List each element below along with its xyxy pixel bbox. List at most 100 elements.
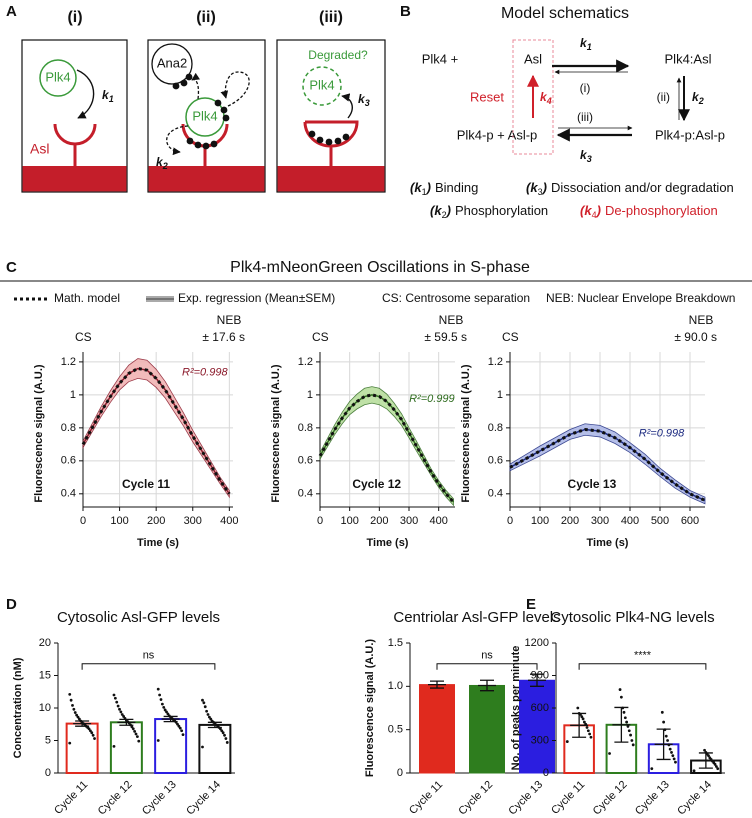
arrow [341, 93, 353, 119]
error-bar [612, 706, 631, 743]
rate-label: k3 [580, 148, 592, 164]
k: k [580, 148, 588, 162]
paren: ) [595, 203, 601, 218]
rate-sub: 1 [109, 94, 114, 104]
model-line [318, 393, 455, 504]
reset-box [512, 39, 554, 155]
panel-label: E [526, 596, 536, 613]
data-point [660, 710, 664, 714]
x-tick-label: Cycle 14 [184, 779, 223, 818]
data-point [133, 730, 137, 733]
data-point [224, 737, 228, 740]
x-tick-label: 100 [340, 515, 358, 527]
data-point [162, 705, 166, 709]
box [21, 39, 128, 193]
data-point [206, 713, 210, 716]
x-tick-label: 200 [147, 515, 165, 527]
y-tick-label: 0.4 [488, 488, 503, 500]
x-tick-label: 0 [80, 515, 86, 527]
data-point [75, 713, 79, 717]
data-point [73, 711, 77, 714]
data-point [160, 702, 164, 706]
paren: ( [410, 180, 416, 195]
y-tick-label: 1.0 [388, 680, 403, 692]
y-tick-label: 1 [497, 389, 503, 401]
data-point [203, 705, 207, 709]
data-point [156, 687, 160, 691]
step-label: (iii) [319, 9, 343, 26]
data-point [71, 704, 74, 707]
y-tick-label: 1.2 [61, 356, 76, 368]
x-tick-label: 200 [561, 515, 579, 527]
x-tick-label: Cycle 13 [140, 779, 179, 818]
data-point [671, 754, 675, 758]
data-point [177, 724, 181, 728]
data-point [626, 725, 630, 728]
x-tick-label: Cycle 11 [549, 779, 587, 817]
x-tick-label: 300 [591, 515, 609, 527]
chart-title: Centriolar Asl-GFP levels [393, 609, 560, 626]
plk4 [39, 59, 77, 97]
r2-annotation: R²=0.998 [639, 427, 685, 439]
y-tick-label: 0 [543, 767, 549, 779]
neb-label: NEB [689, 313, 714, 327]
panel-c-header: C Plk4-mNeonGreen Oscillations in S-phas… [0, 259, 752, 305]
significance-bracket [436, 663, 538, 670]
x-tick-label: 600 [681, 515, 699, 527]
significance-label: **** [634, 650, 652, 662]
legend-text: Binding [435, 180, 478, 195]
legend-entry: (k4) De-phosphorylation [580, 203, 718, 220]
box [276, 39, 386, 193]
data-point [118, 707, 121, 711]
data-point [68, 741, 72, 745]
bar [154, 718, 188, 774]
y-tick-label: 0.6 [61, 455, 76, 467]
y-tick-label: 900 [531, 669, 549, 681]
ana2-label: Ana2 [157, 55, 187, 70]
x-tick-label: 400 [430, 515, 448, 527]
y-tick-label: 15 [39, 669, 51, 681]
y-axis-label: Fluorescence signal (A.U.) [460, 364, 472, 502]
panel-title: Model schematics [501, 5, 629, 22]
data-point [580, 715, 584, 719]
data-point [93, 737, 96, 740]
panel-b: B Model schematics Plk4 + Asl Plk4:Asl P… [400, 3, 734, 220]
y-axis-label: Concentration (nM) [12, 657, 24, 758]
rate-sub: 1 [422, 187, 427, 197]
x-axis-label: Time (s) [137, 537, 179, 549]
data-point [166, 712, 170, 716]
error-bar [478, 679, 496, 692]
data-point [201, 745, 204, 749]
membrane [277, 166, 385, 192]
data-point [581, 717, 585, 721]
x-axis-label: Time (s) [367, 537, 409, 549]
data-point [113, 696, 117, 700]
significance-bracket [81, 663, 216, 670]
data-point [135, 735, 139, 738]
data-point [76, 715, 80, 719]
data-point [668, 747, 672, 751]
rate-sub: 1 [587, 42, 592, 52]
y-tick-label: 0 [397, 767, 403, 779]
step-label: (ii) [196, 9, 216, 26]
k: k [102, 88, 110, 102]
error-bar [161, 715, 180, 723]
data-point [588, 732, 592, 736]
rate-label: k2 [692, 90, 704, 106]
sem-band [82, 358, 230, 499]
k: k [540, 90, 548, 104]
y-tick-label: 300 [531, 734, 549, 746]
cs-label: CS [312, 330, 329, 344]
y-tick-label: 0.4 [61, 488, 76, 500]
legend-text: Math. model [54, 291, 120, 305]
rate-sub: 4 [592, 210, 597, 220]
bar [519, 679, 555, 774]
data-point [589, 735, 593, 739]
legend-entry: (k3) Dissociation and/or degradation [526, 180, 734, 197]
data-point [112, 693, 116, 697]
panel-label: A [6, 3, 17, 20]
state: Plk4-p:Asl-p [655, 127, 725, 142]
error-bar [654, 728, 673, 761]
plk4-label: Plk4 [309, 77, 334, 92]
membrane [22, 166, 127, 192]
